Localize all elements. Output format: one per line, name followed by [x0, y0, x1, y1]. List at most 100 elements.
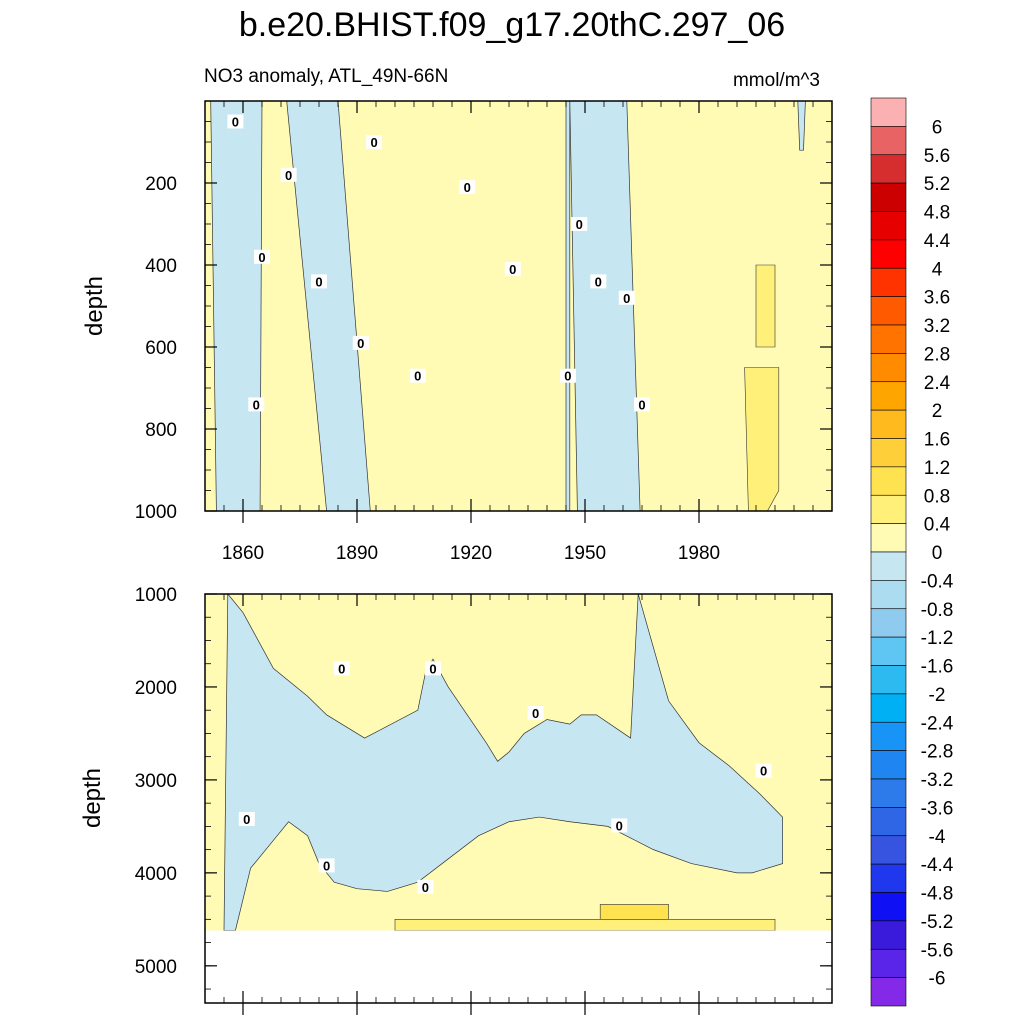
- colorbar-swatch: [870, 211, 907, 241]
- colorbar-label: -4.4: [921, 855, 954, 876]
- colorbar-label: 4.4: [924, 231, 951, 252]
- zero-contour-label: 0: [370, 135, 377, 150]
- colorbar-label: 0: [932, 543, 943, 564]
- colorbar-label: 0.8: [924, 486, 950, 507]
- zero-contour-label-bg: [409, 368, 426, 383]
- colorbar-label: 5.6: [924, 146, 950, 167]
- colorbar-label: 3.2: [924, 316, 950, 337]
- zero-contour-label-bg: [280, 167, 297, 182]
- colorbar-label: 3.6: [924, 288, 950, 309]
- zero-contour-label-bg: [425, 661, 441, 676]
- y-tick-label: 1000: [135, 585, 177, 606]
- colorbar: 6 5.6 5.2 4.8 4.4 4 3.6 3.2 2.8 2.4 2 1.6 1.2 0.8 0.4 0…: [870, 97, 954, 1007]
- chart-title: b.e20.BHIST.f09_g17.20thC.297_06: [239, 6, 785, 44]
- zero-contour-label-bg: [366, 135, 383, 149]
- y-tick-label: 1000: [135, 502, 177, 523]
- zero-contour-label: 0: [253, 397, 260, 412]
- zero-contour-label: 0: [422, 880, 429, 895]
- zero-contour-label-bg: [634, 397, 650, 412]
- zero-contour-label-bg: [618, 290, 635, 305]
- zero-contour-label-bg: [352, 335, 369, 350]
- colorbar-label: 2.4: [924, 373, 951, 394]
- colorbar-swatch: [870, 665, 907, 695]
- colorbar-swatch: [870, 381, 907, 411]
- colorbar-swatch: [870, 523, 907, 553]
- colorbar-swatch: [870, 608, 907, 638]
- zero-contour-label: 0: [285, 168, 292, 183]
- negative-anomaly-band: [565, 100, 571, 512]
- colorbar-label: -0.4: [921, 571, 954, 592]
- colorbar-label: -4.8: [921, 884, 954, 905]
- positive-anomaly-patch: [744, 367, 780, 512]
- colorbar-label: -2: [929, 685, 946, 706]
- colorbar-swatch: [870, 835, 907, 865]
- zero-contour-label-bg: [238, 811, 255, 826]
- zero-contour-label-bg: [504, 262, 521, 277]
- colorbar-swatch: [870, 494, 907, 524]
- colorbar-label: 4.8: [924, 203, 950, 224]
- upper-ticks: 200 400 600 800 1000 1860 1890 1920 1950 1980: [135, 101, 832, 564]
- zero-contour-label: 0: [243, 812, 250, 827]
- zero-contour-label: 0: [232, 115, 239, 130]
- positive-anomaly-patch: [755, 264, 776, 348]
- lower-panel: 0 0 0 0 0 0 0 0 1000 2000 3000 4000 5000 depth: [79, 585, 833, 1015]
- colorbar-swatch: [870, 580, 907, 610]
- zero-contour-label: 0: [258, 250, 265, 265]
- negative-anomaly-band: [210, 100, 263, 512]
- zero-contour-label: 0: [323, 858, 330, 873]
- colorbar-label: 4: [932, 259, 943, 280]
- chart-subtitle: NO3 anomaly, ATL_49N-66N: [204, 66, 448, 87]
- zero-contour-label: 0: [532, 706, 539, 721]
- zero-contour-label-bg: [227, 114, 244, 129]
- zero-contour-label: 0: [509, 262, 516, 277]
- x-tick-label: 1950: [564, 543, 606, 564]
- zero-contour-label: 0: [357, 336, 364, 351]
- colorbar-swatch: [870, 126, 907, 156]
- zero-contour-label: 0: [414, 369, 421, 384]
- colorbar-swatch: [870, 892, 907, 922]
- colorbar-label: -3.6: [921, 798, 954, 819]
- zero-contour-label-bg: [611, 818, 628, 833]
- colorbar-swatch: [870, 977, 907, 1007]
- zero-contour-label-bg: [571, 217, 588, 231]
- zero-contour-label: 0: [564, 369, 571, 384]
- y-tick-label: 5000: [135, 957, 177, 978]
- x-tick-label: 1920: [450, 543, 492, 564]
- x-tick-label: 1890: [336, 543, 378, 564]
- upper-panel: 0 0 0 0 0 0 0 0 0 0 0 0 0 0 0 200 400 600 800 1000 1860 1890…: [81, 100, 833, 564]
- colorbar-swatch: [870, 807, 907, 837]
- colorbar-swatch: [870, 353, 907, 383]
- y-tick-label: 600: [145, 338, 177, 359]
- colorbar-swatch: [870, 296, 907, 326]
- zero-contour-label: 0: [576, 217, 583, 232]
- lower-plot-frame: [204, 593, 833, 1004]
- colorbar-swatch: [870, 920, 907, 950]
- zero-contour-label: 0: [429, 661, 436, 676]
- colorbar-swatch: [870, 324, 907, 354]
- colorbar-label: -0.8: [921, 600, 954, 621]
- colorbar-label: 1.2: [924, 458, 950, 479]
- colorbar-swatch: [870, 182, 907, 212]
- colorbar-swatch: [870, 721, 907, 751]
- zero-contour-label-bg: [254, 249, 270, 264]
- colorbar-label: -6: [929, 969, 946, 990]
- colorbar-label: -2.8: [921, 742, 954, 763]
- y-tick-label: 4000: [135, 864, 177, 885]
- colorbar-swatch: [870, 778, 907, 808]
- colorbar-swatch: [870, 693, 907, 723]
- zero-contour-label-bg: [311, 274, 327, 289]
- colorbar-label: 2: [932, 401, 943, 422]
- lower-y-axis-label: depth: [79, 768, 106, 828]
- y-tick-label: 800: [145, 420, 177, 441]
- colorbar-swatch: [870, 97, 907, 127]
- colorbar-swatch: [870, 750, 907, 780]
- upper-y-axis-label: depth: [81, 276, 108, 336]
- zero-contour-label-bg: [248, 397, 265, 412]
- zero-contour-label: 0: [623, 291, 630, 306]
- lower-plot-area: 0 0 0 0 0 0 0 0: [205, 593, 832, 1003]
- colorbar-swatch: [870, 863, 907, 893]
- x-tick-label: 1980: [678, 543, 720, 564]
- zero-contour-label: 0: [760, 764, 767, 779]
- colorbar-swatch: [870, 267, 907, 297]
